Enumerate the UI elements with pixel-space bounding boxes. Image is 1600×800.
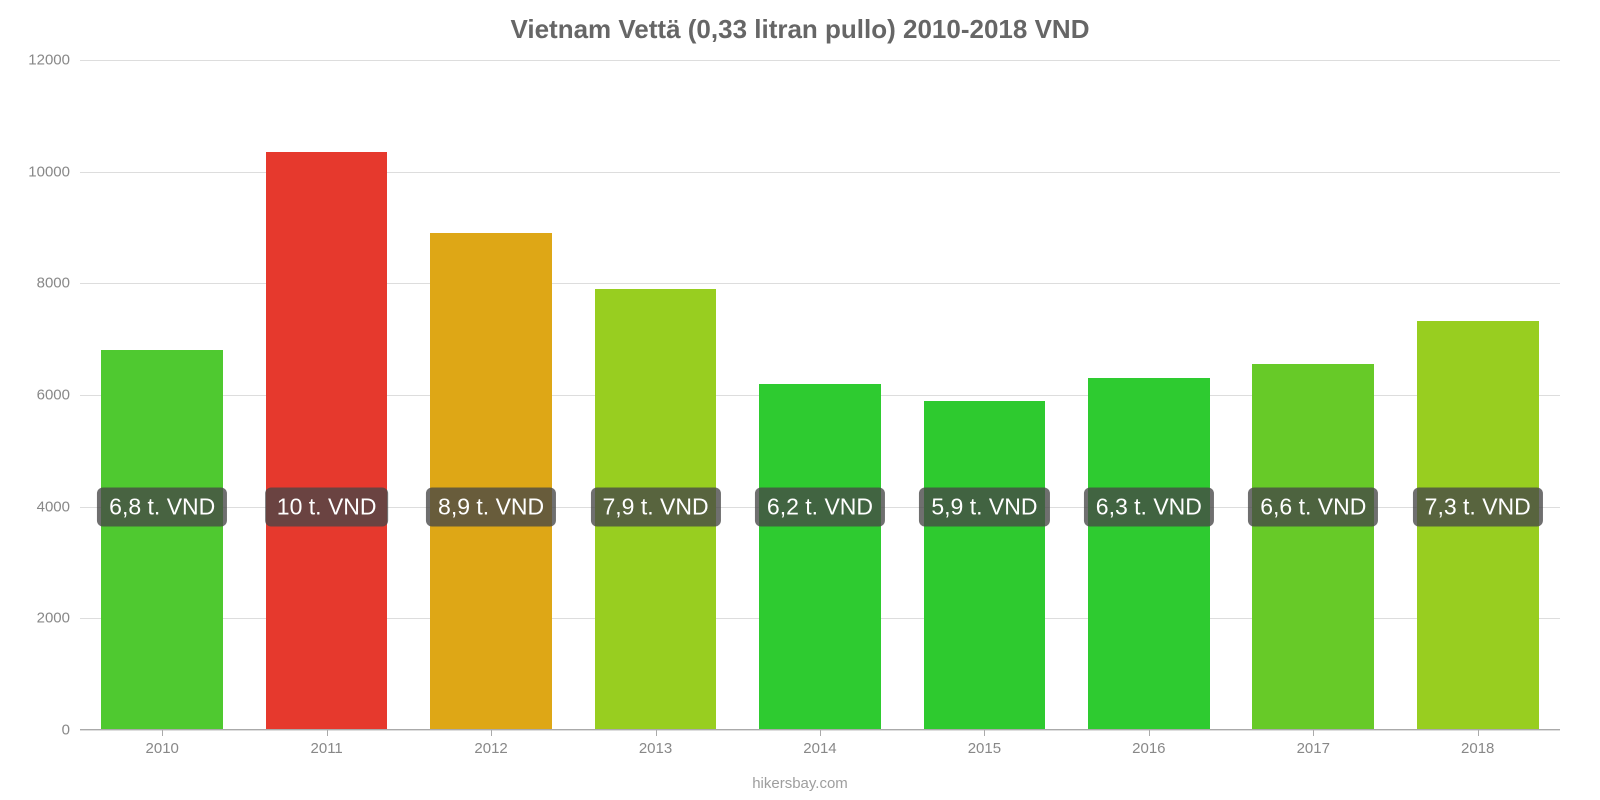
x-tick-label: 2013 <box>639 730 672 757</box>
bar <box>924 401 1046 730</box>
bar <box>101 350 223 730</box>
bar-value-label: 6,8 t. VND <box>97 487 227 526</box>
x-tick-label: 2010 <box>146 730 179 757</box>
bar-value-label: 5,9 t. VND <box>919 487 1049 526</box>
bar-slot: 6,6 t. VND2017 <box>1231 60 1395 730</box>
bar <box>1252 364 1374 730</box>
bar-value-label: 10 t. VND <box>265 487 389 526</box>
bar-value-label: 7,9 t. VND <box>590 487 720 526</box>
bar-slot: 10 t. VND2011 <box>244 60 408 730</box>
bar-value-label: 6,6 t. VND <box>1248 487 1378 526</box>
bar <box>1088 378 1210 730</box>
x-tick-label: 2012 <box>474 730 507 757</box>
y-tick-label: 6000 <box>37 387 80 404</box>
bar-slot: 7,3 t. VND2018 <box>1396 60 1560 730</box>
bar <box>759 384 881 730</box>
bar-value-label: 6,2 t. VND <box>755 487 885 526</box>
x-axis-line <box>80 729 1560 730</box>
y-tick-label: 0 <box>62 722 80 739</box>
bar-slot: 6,3 t. VND2016 <box>1067 60 1231 730</box>
chart-container: Vietnam Vettä (0,33 litran pullo) 2010-2… <box>0 0 1600 800</box>
x-tick-label: 2018 <box>1461 730 1494 757</box>
bar <box>430 233 552 730</box>
y-tick-label: 8000 <box>37 275 80 292</box>
bar-slot: 8,9 t. VND2012 <box>409 60 573 730</box>
x-tick-label: 2017 <box>1297 730 1330 757</box>
y-tick-label: 10000 <box>28 163 80 180</box>
x-tick-label: 2015 <box>968 730 1001 757</box>
x-tick-label: 2014 <box>803 730 836 757</box>
y-tick-label: 4000 <box>37 498 80 515</box>
bars-group: 6,8 t. VND201010 t. VND20118,9 t. VND201… <box>80 60 1560 730</box>
bar-slot: 6,2 t. VND2014 <box>738 60 902 730</box>
x-tick-label: 2011 <box>311 730 343 757</box>
y-tick-label: 2000 <box>37 610 80 627</box>
x-tick-label: 2016 <box>1132 730 1165 757</box>
bar-slot: 7,9 t. VND2013 <box>573 60 737 730</box>
bar-value-label: 7,3 t. VND <box>1413 487 1543 526</box>
bar-value-label: 8,9 t. VND <box>426 487 556 526</box>
bar <box>266 152 388 730</box>
y-tick-label: 12000 <box>28 52 80 69</box>
bar-slot: 6,8 t. VND2010 <box>80 60 244 730</box>
plot-area: 020004000600080001000012000 6,8 t. VND20… <box>80 60 1560 730</box>
attribution-text: hikersbay.com <box>0 775 1600 792</box>
chart-title: Vietnam Vettä (0,33 litran pullo) 2010-2… <box>0 0 1600 45</box>
bar-value-label: 6,3 t. VND <box>1084 487 1214 526</box>
bar-slot: 5,9 t. VND2015 <box>902 60 1066 730</box>
